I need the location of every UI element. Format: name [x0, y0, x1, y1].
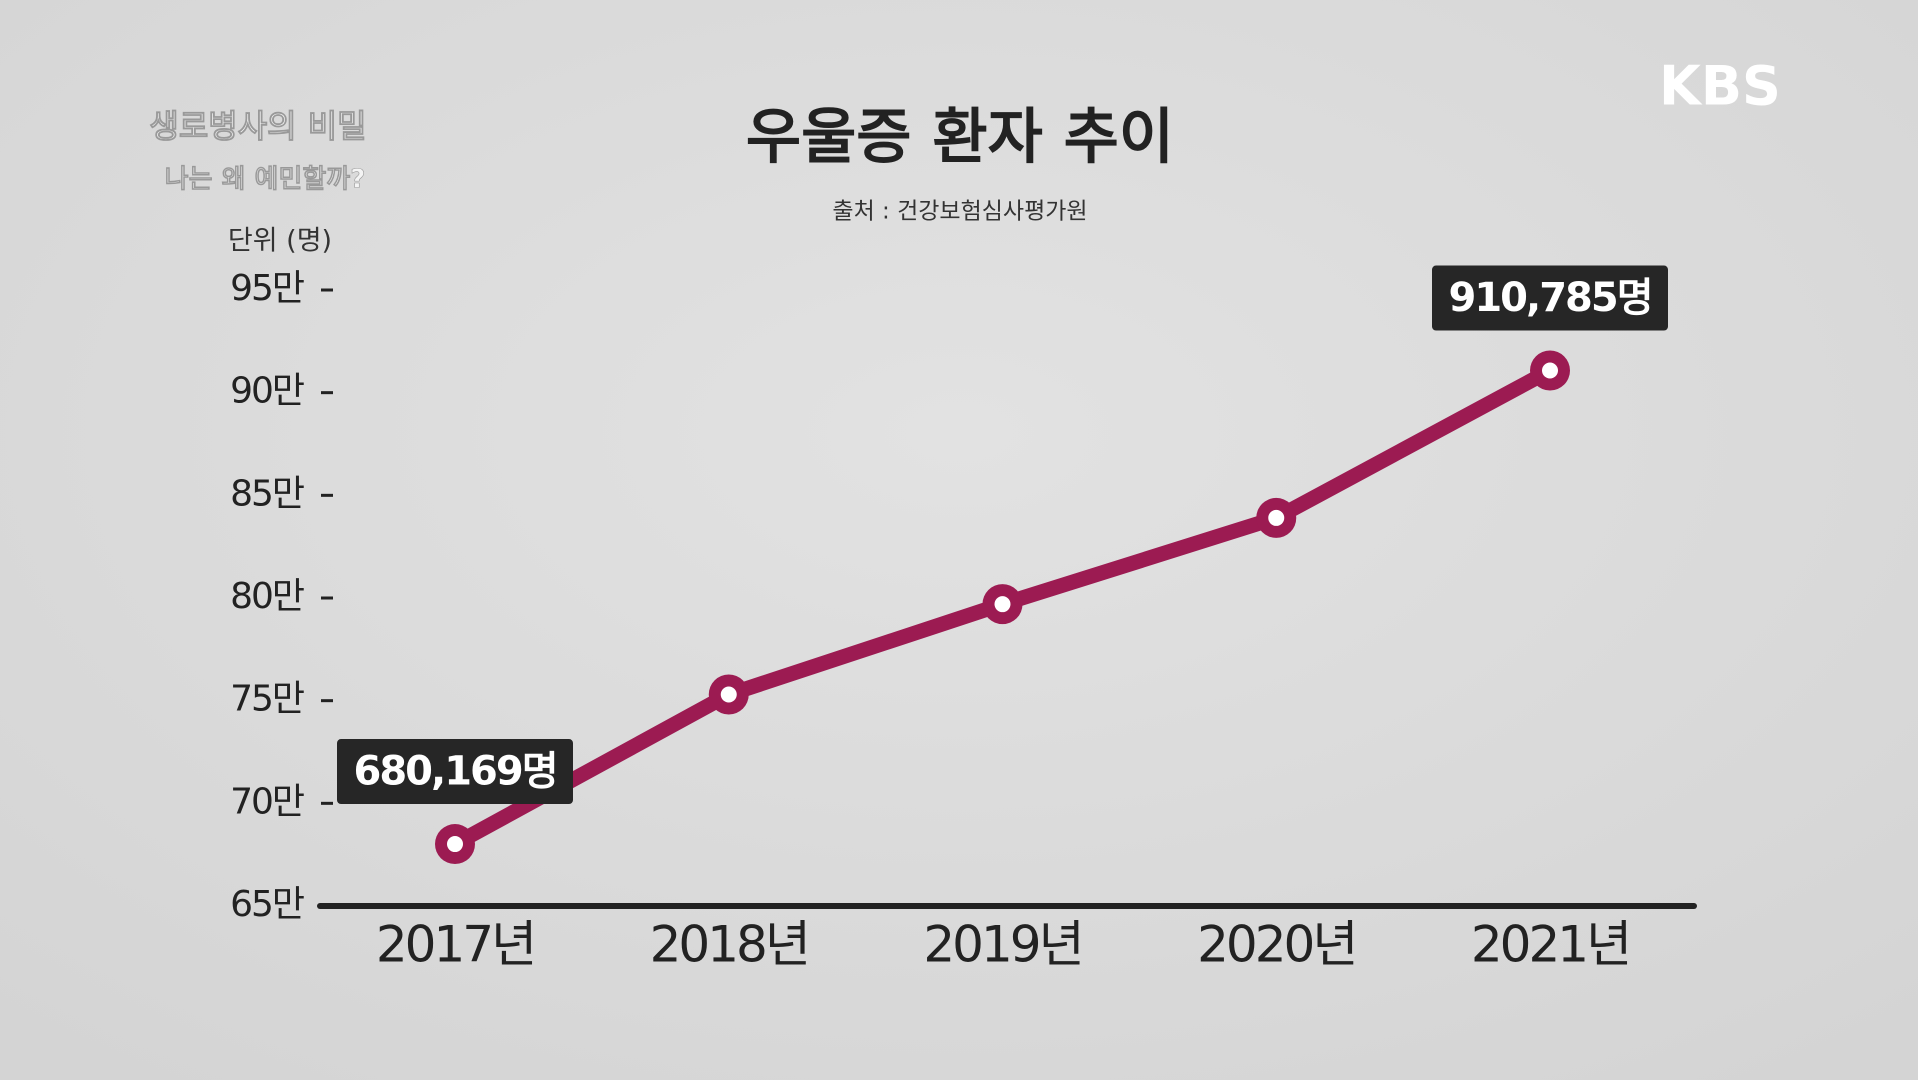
y-tick-label: 65만 [230, 884, 304, 925]
episode-title: 나는 왜 예민할까? [165, 165, 366, 195]
logo: KBS [1659, 55, 1781, 118]
y-tick-label: 80만 [230, 576, 304, 617]
x-tick-label: 2020년 [1197, 916, 1355, 974]
y-tick-label: 90만 [230, 371, 304, 412]
data-point-center [1542, 362, 1558, 379]
value-label-box [1432, 265, 1668, 331]
x-tick-label: 2017년 [376, 916, 534, 974]
value-label-box [337, 739, 573, 805]
x-tick-label: 2018년 [650, 916, 808, 974]
data-point-center [1268, 509, 1285, 526]
x-tick-label: 2019년 [923, 916, 1081, 974]
y-tick-label: 70만 [230, 781, 304, 822]
value-label: 680,169명 [354, 749, 557, 795]
chart-title: 우울증 환자 추이 [746, 103, 1174, 173]
value-label: 910,785명 [1449, 275, 1652, 321]
data-point-center [447, 836, 463, 853]
data-point-center [994, 596, 1011, 613]
y-axis-label: 단위 (명) [228, 226, 332, 257]
y-tick-label: 85만 [230, 473, 304, 514]
chart-subtitle: 출처 : 건강보험심사평가원 [832, 199, 1087, 225]
y-tick-label: 75만 [230, 679, 304, 720]
program-title: 생로병사의 비밀 [149, 107, 366, 145]
data-point-center [720, 686, 737, 703]
y-tick-label: 95만 [230, 268, 304, 309]
x-tick-label: 2021년 [1471, 916, 1629, 974]
